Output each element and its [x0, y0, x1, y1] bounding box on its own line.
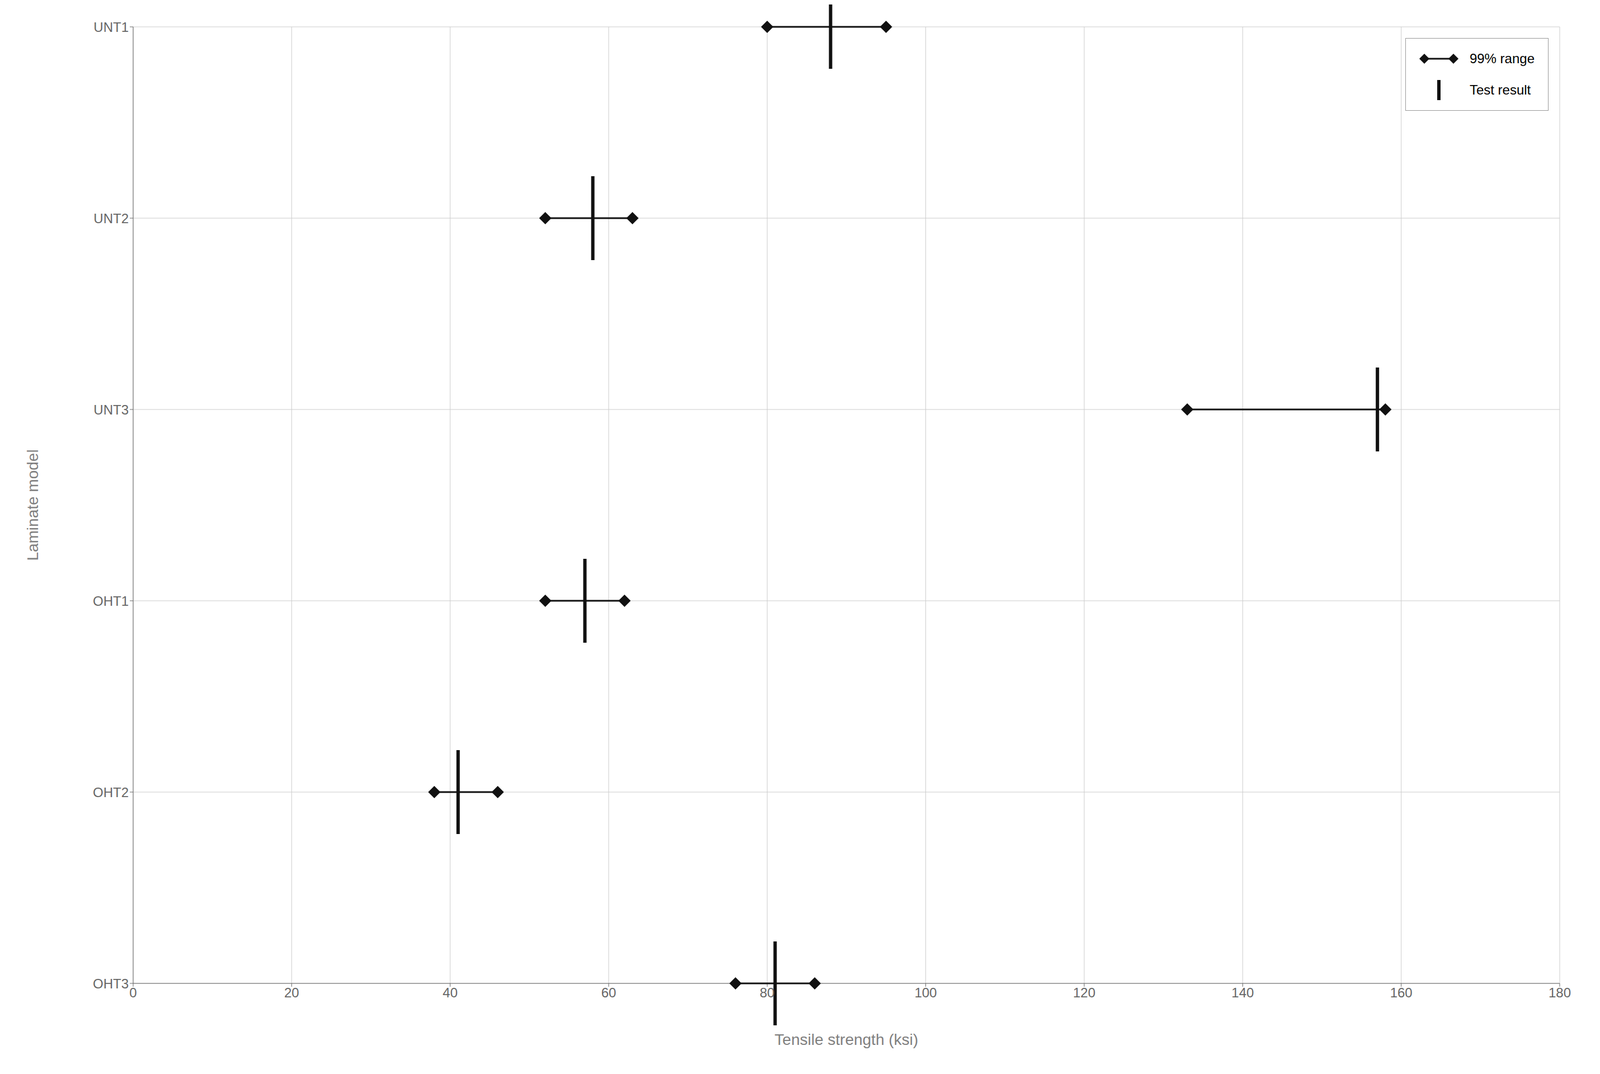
html-text:Test result: Test result	[1469, 82, 1531, 98]
svg-text:60: 60	[601, 985, 617, 1001]
svg-text:160: 160	[1390, 985, 1413, 1001]
svg-text:180: 180	[1548, 985, 1571, 1001]
svg-text:40: 40	[442, 985, 458, 1001]
svg-text:0: 0	[129, 985, 137, 1001]
svg-text:UNT3: UNT3	[93, 402, 129, 418]
html-text:99% range: 99% range	[1469, 50, 1535, 67]
svg-text:Laminate model: Laminate model	[24, 449, 42, 561]
svg-text:OHT1: OHT1	[92, 593, 129, 609]
svg-text:OHT2: OHT2	[92, 784, 129, 800]
svg-text:UNT2: UNT2	[93, 210, 129, 227]
svg-text:120: 120	[1073, 985, 1096, 1001]
svg-text:OHT3: OHT3	[92, 976, 129, 992]
svg-text:80: 80	[759, 985, 775, 1001]
svg-text:20: 20	[284, 985, 300, 1001]
svg-text:100: 100	[914, 985, 938, 1001]
svg-text:Tensile strength (ksi): Tensile strength (ksi)	[774, 1031, 919, 1049]
svg-text:140: 140	[1231, 985, 1254, 1001]
svg-text:UNT1: UNT1	[93, 19, 129, 35]
